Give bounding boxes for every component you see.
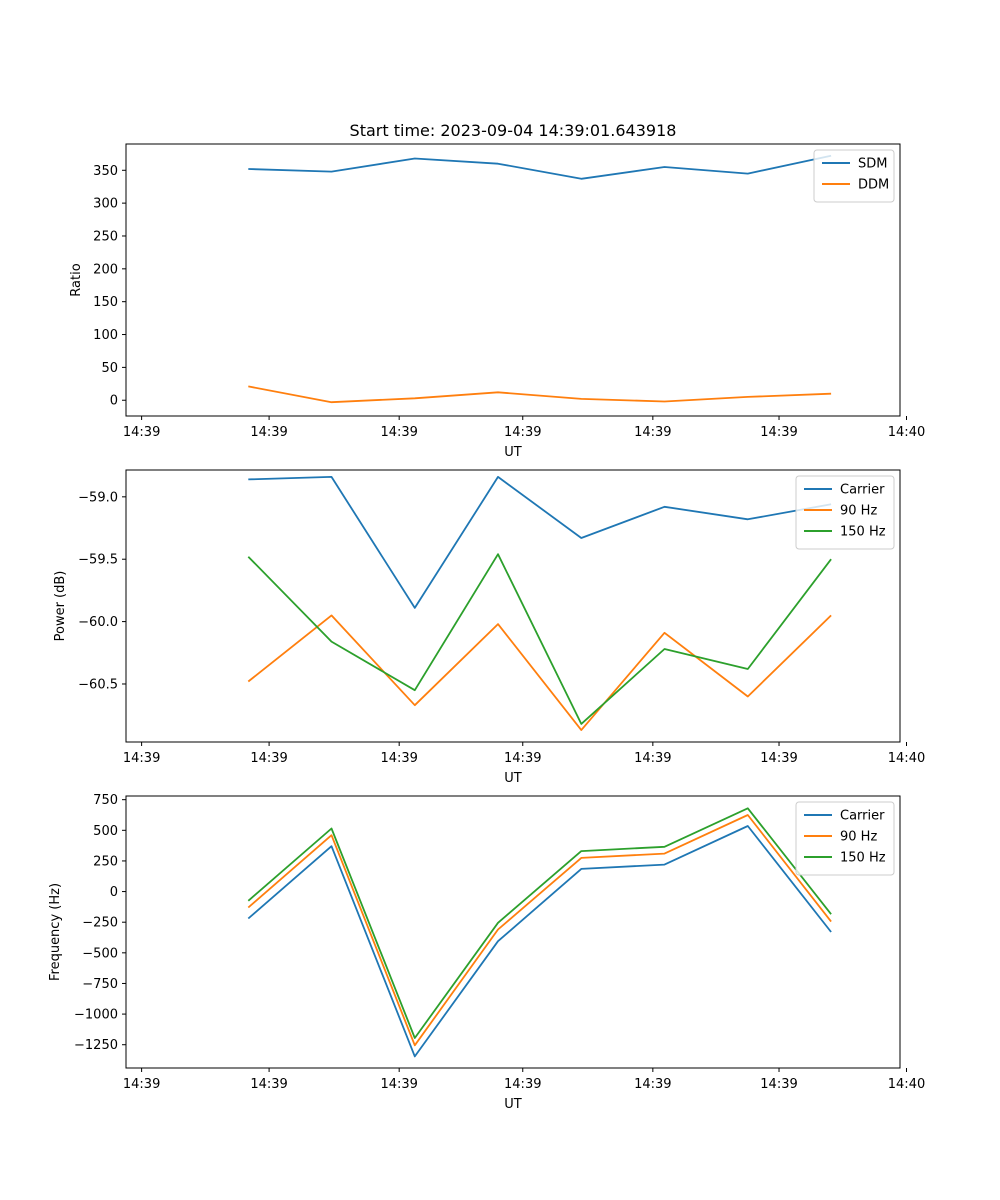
x-tick-label: 14:39 bbox=[504, 751, 541, 766]
x-tick-label: 14:39 bbox=[123, 1077, 160, 1092]
y-tick-label: 100 bbox=[93, 328, 118, 343]
x-tick-label: 14:39 bbox=[634, 1077, 671, 1092]
series-line-90-hz bbox=[247, 814, 832, 1047]
y-tick-label: 200 bbox=[93, 262, 118, 277]
x-tick-label: 14:39 bbox=[760, 1077, 797, 1092]
legend-label: 90 Hz bbox=[840, 830, 877, 845]
x-tick-label: 14:39 bbox=[760, 751, 797, 766]
y-tick-label: −60.0 bbox=[78, 615, 118, 630]
x-tick-label: 14:39 bbox=[634, 751, 671, 766]
y-axis-label: Frequency (Hz) bbox=[48, 883, 63, 981]
y-tick-label: −250 bbox=[82, 916, 118, 931]
y-tick-label: 0 bbox=[110, 394, 118, 409]
ratio-subplot: Start time: 2023-09-04 14:39:01.643918 R… bbox=[69, 121, 925, 460]
y-tick-label: 0 bbox=[110, 885, 118, 900]
x-tick-label: 14:40 bbox=[888, 1077, 925, 1092]
legend: Carrier 90 Hz 150 Hz bbox=[795, 801, 895, 876]
legend-label: Carrier bbox=[840, 809, 885, 824]
legend-label: DDM bbox=[858, 178, 889, 193]
legend-label: Carrier bbox=[840, 483, 885, 498]
legend-label: 90 Hz bbox=[840, 504, 877, 519]
x-tick-label: 14:39 bbox=[123, 425, 160, 440]
chart-title: Start time: 2023-09-04 14:39:01.643918 bbox=[350, 121, 677, 140]
y-tick-label: −60.5 bbox=[78, 677, 118, 692]
y-axis-label: Power (dB) bbox=[53, 571, 68, 642]
x-tick-label: 14:39 bbox=[250, 751, 287, 766]
x-tick-label: 14:39 bbox=[504, 1077, 541, 1092]
y-tick-label: 50 bbox=[101, 361, 118, 376]
y-tick-label: 150 bbox=[93, 295, 118, 310]
y-tick-label: 350 bbox=[93, 164, 118, 179]
series-line-ddm bbox=[248, 385, 832, 404]
series-line-carrier bbox=[248, 475, 832, 609]
x-tick-label: 14:39 bbox=[504, 425, 541, 440]
legend-label: 150 Hz bbox=[840, 851, 886, 866]
y-tick-label: 300 bbox=[93, 197, 118, 212]
series-line-150-hz bbox=[247, 807, 832, 1039]
x-tick-label: 14:40 bbox=[888, 751, 925, 766]
y-tick-label: 750 bbox=[93, 793, 118, 808]
x-axis-label: UT bbox=[504, 771, 522, 786]
y-tick-label: −1250 bbox=[74, 1038, 118, 1053]
y-tick-label: 250 bbox=[93, 854, 118, 869]
x-tick-label: 14:39 bbox=[380, 751, 417, 766]
legend: Carrier 90 Hz 150 Hz bbox=[795, 475, 895, 550]
x-tick-label: 14:39 bbox=[123, 751, 160, 766]
x-axis-label: UT bbox=[504, 1097, 522, 1112]
y-tick-label: −500 bbox=[82, 946, 118, 961]
series-line-carrier bbox=[247, 825, 832, 1058]
axes-frame bbox=[125, 143, 901, 417]
x-tick-label: 14:39 bbox=[380, 425, 417, 440]
x-tick-label: 14:39 bbox=[250, 425, 287, 440]
legend: SDM DDM bbox=[813, 149, 895, 203]
frequency-subplot: Frequency (Hz) UT 14:39 14:39 14:39 14:39 14… bbox=[48, 793, 925, 1112]
x-tick-label: 14:39 bbox=[250, 1077, 287, 1092]
x-tick-label: 14:40 bbox=[888, 425, 925, 440]
legend-label: 150 Hz bbox=[840, 525, 886, 540]
x-axis-label: UT bbox=[504, 445, 522, 460]
legend-label: SDM bbox=[858, 157, 887, 172]
y-axis-label: Ratio bbox=[69, 263, 84, 296]
axes-frame bbox=[125, 469, 901, 743]
series-line-sdm bbox=[248, 154, 832, 180]
y-tick-label: −750 bbox=[82, 977, 118, 992]
y-tick-label: −1000 bbox=[74, 1008, 118, 1023]
x-tick-label: 14:39 bbox=[634, 425, 671, 440]
x-tick-label: 14:39 bbox=[380, 1077, 417, 1092]
power-subplot: Power (dB) UT 14:39 14:39 14:39 14:39 14:39 1… bbox=[53, 469, 925, 786]
y-tick-label: −59.5 bbox=[78, 553, 118, 568]
y-tick-label: −59.0 bbox=[78, 490, 118, 505]
series-line-90-hz bbox=[247, 614, 832, 731]
x-tick-label: 14:39 bbox=[760, 425, 797, 440]
y-tick-label: 500 bbox=[93, 824, 118, 839]
series-line-150-hz bbox=[247, 553, 832, 725]
y-tick-label: 250 bbox=[93, 229, 118, 244]
axes-frame bbox=[125, 795, 901, 1069]
